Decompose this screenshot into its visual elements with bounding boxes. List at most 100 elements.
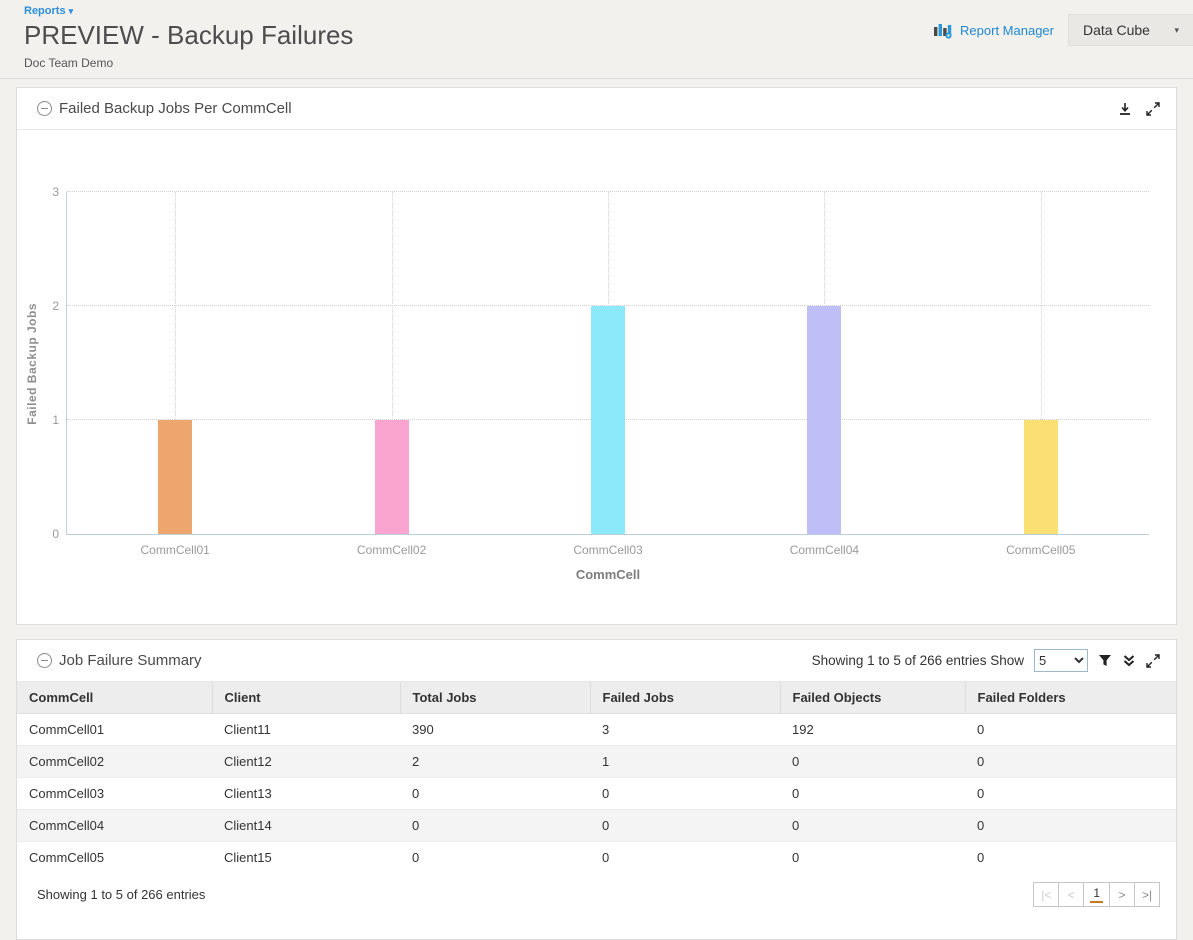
table-cell: Client15 — [212, 841, 400, 873]
pagination-last-button[interactable]: >| — [1134, 882, 1160, 907]
table-footer: Showing 1 to 5 of 266 entries |< < 1 > >… — [17, 873, 1176, 913]
table-cell: 0 — [965, 745, 1176, 778]
x-tick-label: CommCell02 — [356, 543, 427, 557]
chevron-down-icon: ▾ — [1174, 24, 1179, 35]
breadcrumb[interactable]: Reports ▾ — [24, 5, 1193, 17]
bar-chart: Failed Backup Jobs CommCell 0 1 2 3 CommCell… — [17, 130, 1176, 624]
x-axis-title: CommCell — [575, 567, 641, 582]
chevron-down-icon: ▾ — [68, 6, 74, 16]
table-cell: CommCell03 — [17, 777, 212, 810]
bar-commcell05[interactable] — [1023, 420, 1058, 534]
table-cell: 0 — [780, 745, 965, 778]
table-cell: 0 — [590, 777, 780, 810]
table-cell: 0 — [965, 713, 1176, 746]
x-tick-label: CommCell01 — [140, 543, 210, 557]
pagination: |< < 1 > >| — [1033, 882, 1160, 907]
table-cell: 0 — [590, 809, 780, 842]
table-row[interactable]: CommCell05 Client15 0 0 0 0 — [17, 841, 1176, 873]
chart-panel: Failed Backup Jobs Per CommCell Failed B… — [16, 87, 1177, 625]
page-subtitle: Doc Team Demo — [24, 56, 114, 70]
bar-commcell02[interactable] — [374, 420, 409, 534]
table-panel: Job Failure Summary Showing 1 to 5 of 26… — [16, 639, 1177, 940]
chart-panel-title: Failed Backup Jobs Per CommCell — [59, 100, 292, 117]
pagination-first-button[interactable]: |< — [1033, 882, 1060, 907]
y-axis-title: Failed Backup Jobs — [25, 302, 39, 425]
showing-entries-text: Showing 1 to 5 of 266 entries — [811, 653, 987, 668]
data-cube-dropdown[interactable]: Data Cube ▾ — [1068, 14, 1193, 46]
pagination-current-page[interactable]: 1 — [1083, 882, 1110, 907]
gridline-vertical — [391, 192, 393, 534]
table-cell: Client13 — [212, 777, 400, 810]
table-cell: CommCell04 — [17, 809, 212, 842]
table-cell: CommCell05 — [17, 841, 212, 873]
report-manager-link[interactable]: Report Manager — [934, 22, 1054, 39]
expand-icon[interactable] — [1146, 653, 1160, 668]
table-cell: 0 — [965, 809, 1176, 842]
collapse-icon[interactable] — [37, 101, 52, 116]
page-header: Reports ▾ PREVIEW - Backup Failures Doc … — [0, 0, 1193, 79]
table-cell: 0 — [965, 777, 1176, 810]
table-cell: 0 — [965, 841, 1176, 873]
table-cell: 0 — [400, 841, 590, 873]
job-failure-table: CommCell Client Total Jobs Failed Jobs Faile… — [17, 682, 1176, 873]
report-manager-label[interactable]: Report Manager — [960, 22, 1054, 38]
bar-commcell01[interactable] — [158, 420, 193, 534]
column-header-client[interactable]: Client — [211, 682, 400, 714]
table-cell: Client14 — [212, 809, 400, 842]
table-cell: 3 — [590, 713, 780, 746]
table-cell: CommCell02 — [17, 745, 212, 778]
table-cell: 0 — [590, 841, 780, 873]
y-tick-label: 1 — [52, 413, 59, 428]
gridline-vertical — [1040, 192, 1042, 534]
table-cell: 1 — [590, 745, 780, 778]
table-cell: Client11 — [212, 713, 400, 746]
page-size-select[interactable]: 5 — [1034, 649, 1088, 672]
breadcrumb-label[interactable]: Reports — [24, 5, 66, 17]
double-chevron-down-icon[interactable] — [1122, 654, 1136, 668]
pagination-next-button[interactable]: > — [1109, 882, 1135, 907]
bar-commcell03[interactable] — [591, 306, 625, 534]
table-panel-title: Job Failure Summary — [59, 652, 202, 669]
table-header-row: CommCell Client Total Jobs Failed Jobs Faile… — [17, 682, 1176, 714]
table-row[interactable]: CommCell03 Client13 0 0 0 0 — [17, 777, 1176, 810]
report-manager-chart-icon — [934, 22, 954, 39]
table-panel-titlebar: Job Failure Summary Showing 1 to 5 of 26… — [17, 640, 1176, 682]
table-cell: 0 — [780, 809, 965, 842]
table-cell: 0 — [780, 841, 965, 873]
table-cell: 2 — [400, 745, 590, 778]
bar-commcell04[interactable] — [807, 306, 842, 534]
table-row[interactable]: CommCell02 Client12 2 1 0 0 — [17, 745, 1176, 778]
gridline-horizontal — [67, 191, 1149, 192]
column-header-failed-jobs[interactable]: Failed Jobs — [589, 682, 780, 714]
y-tick-label: 0 — [52, 527, 59, 541]
collapse-icon[interactable] — [37, 653, 52, 668]
expand-icon[interactable] — [1146, 101, 1160, 116]
table-cell: 0 — [400, 809, 590, 842]
x-tick-label: CommCell05 — [1006, 543, 1076, 557]
column-header-commcell[interactable]: CommCell — [17, 682, 212, 714]
table-cell: Client12 — [212, 745, 400, 778]
download-icon[interactable] — [1118, 102, 1132, 116]
table-cell: CommCell01 — [17, 713, 212, 746]
table-cell: 390 — [400, 713, 590, 746]
table-cell: 192 — [780, 713, 965, 746]
pagination-prev-button[interactable]: < — [1058, 882, 1085, 907]
table-cell: 0 — [780, 777, 965, 810]
chart-plot-area: CommCell 0 1 2 3 CommCell01 CommCell02 CommCel… — [52, 185, 1149, 582]
show-label: Show — [990, 653, 1024, 668]
x-tick-label: CommCell03 — [573, 543, 643, 557]
y-tick-label: 2 — [52, 299, 59, 314]
y-tick-label: 3 — [52, 185, 59, 199]
column-header-failed-objects[interactable]: Failed Objects — [779, 682, 965, 714]
filter-icon[interactable] — [1098, 654, 1112, 667]
gridline-vertical — [175, 192, 177, 534]
column-header-total-jobs[interactable]: Total Jobs — [399, 682, 590, 714]
x-tick-label: CommCell04 — [789, 543, 860, 557]
column-header-failed-folders[interactable]: Failed Folders — [964, 682, 1176, 714]
table-cell: 0 — [400, 777, 590, 810]
table-row[interactable]: CommCell04 Client14 0 0 0 0 — [17, 809, 1176, 842]
chart-panel-titlebar: Failed Backup Jobs Per CommCell — [17, 88, 1176, 130]
page-title: PREVIEW - Backup Failures — [24, 20, 354, 50]
data-cube-label: Data Cube — [1083, 22, 1150, 38]
table-row[interactable]: CommCell01 Client11 390 3 192 0 — [17, 713, 1176, 746]
